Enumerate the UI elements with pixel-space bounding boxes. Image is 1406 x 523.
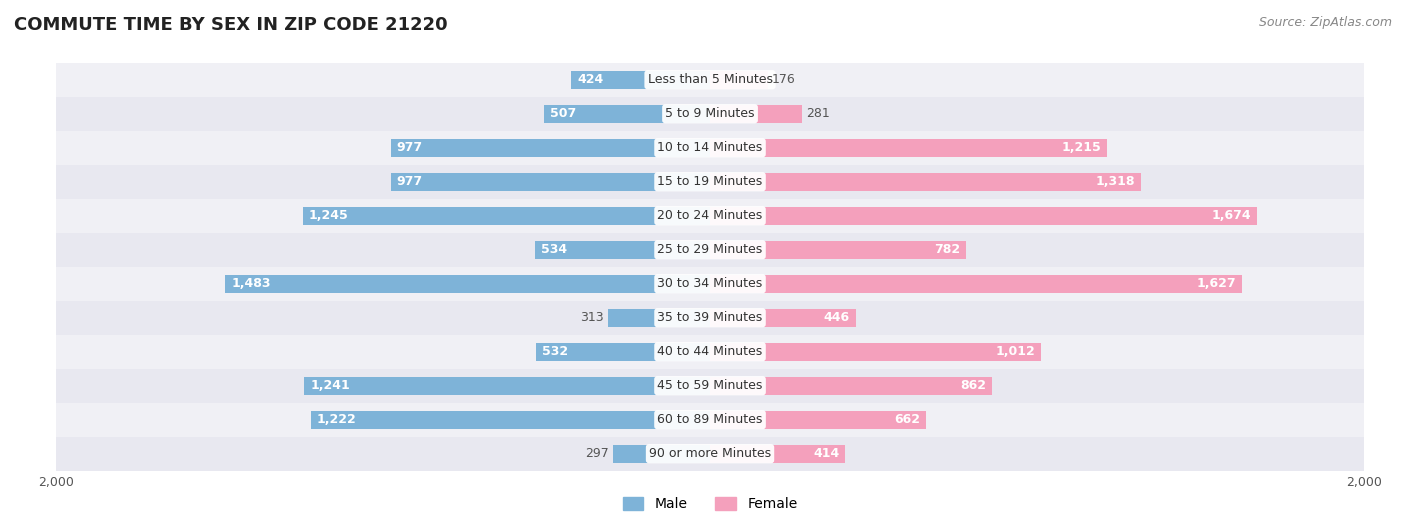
Text: 1,674: 1,674 — [1212, 209, 1251, 222]
Text: 25 to 29 Minutes: 25 to 29 Minutes — [658, 243, 762, 256]
Text: 297: 297 — [585, 447, 609, 460]
Bar — [56, 369, 1364, 403]
Text: 977: 977 — [396, 175, 423, 188]
Legend: Male, Female: Male, Female — [617, 491, 803, 517]
Text: 1,222: 1,222 — [316, 413, 356, 426]
Bar — [56, 199, 1364, 233]
Bar — [304, 377, 710, 394]
Text: 1,215: 1,215 — [1062, 141, 1101, 154]
Bar — [56, 233, 1364, 267]
Bar — [536, 343, 710, 360]
Bar — [710, 173, 1140, 190]
Bar — [225, 275, 710, 292]
Bar — [56, 335, 1364, 369]
Bar — [56, 437, 1364, 471]
Bar — [710, 71, 768, 88]
Bar — [56, 267, 1364, 301]
Text: 977: 977 — [396, 141, 423, 154]
Text: 20 to 24 Minutes: 20 to 24 Minutes — [658, 209, 762, 222]
Text: 40 to 44 Minutes: 40 to 44 Minutes — [658, 345, 762, 358]
Text: 15 to 19 Minutes: 15 to 19 Minutes — [658, 175, 762, 188]
Text: 1,012: 1,012 — [995, 345, 1035, 358]
Text: Less than 5 Minutes: Less than 5 Minutes — [648, 73, 772, 86]
Text: 45 to 59 Minutes: 45 to 59 Minutes — [658, 379, 762, 392]
Bar — [571, 71, 710, 88]
Text: 507: 507 — [550, 107, 576, 120]
Text: COMMUTE TIME BY SEX IN ZIP CODE 21220: COMMUTE TIME BY SEX IN ZIP CODE 21220 — [14, 16, 447, 33]
Bar — [613, 445, 710, 462]
Text: 35 to 39 Minutes: 35 to 39 Minutes — [658, 311, 762, 324]
Bar — [710, 139, 1107, 156]
Text: 532: 532 — [541, 345, 568, 358]
Text: 862: 862 — [960, 379, 986, 392]
Bar — [391, 139, 710, 156]
Text: 1,245: 1,245 — [309, 209, 349, 222]
Text: 1,627: 1,627 — [1197, 277, 1236, 290]
Bar — [544, 105, 710, 122]
Bar — [710, 275, 1241, 292]
Text: 662: 662 — [894, 413, 921, 426]
Text: 534: 534 — [541, 243, 568, 256]
Bar — [710, 377, 991, 394]
Bar — [56, 403, 1364, 437]
Bar — [391, 173, 710, 190]
Bar — [536, 241, 710, 258]
Bar — [710, 309, 856, 326]
Text: 313: 313 — [581, 311, 603, 324]
Text: 1,483: 1,483 — [231, 277, 270, 290]
Text: 424: 424 — [578, 73, 603, 86]
Bar — [710, 207, 1257, 224]
Text: 414: 414 — [813, 447, 839, 460]
Bar — [607, 309, 710, 326]
Bar — [311, 411, 710, 428]
Text: Source: ZipAtlas.com: Source: ZipAtlas.com — [1258, 16, 1392, 29]
Text: 30 to 34 Minutes: 30 to 34 Minutes — [658, 277, 762, 290]
Bar — [710, 343, 1040, 360]
Bar — [56, 63, 1364, 97]
Text: 176: 176 — [772, 73, 796, 86]
Bar — [710, 105, 801, 122]
Text: 782: 782 — [934, 243, 960, 256]
Bar — [710, 411, 927, 428]
Text: 60 to 89 Minutes: 60 to 89 Minutes — [658, 413, 762, 426]
Text: 10 to 14 Minutes: 10 to 14 Minutes — [658, 141, 762, 154]
Bar — [56, 97, 1364, 131]
Text: 90 or more Minutes: 90 or more Minutes — [650, 447, 770, 460]
Text: 5 to 9 Minutes: 5 to 9 Minutes — [665, 107, 755, 120]
Bar — [56, 301, 1364, 335]
Bar — [56, 131, 1364, 165]
Bar — [56, 165, 1364, 199]
Bar — [304, 207, 710, 224]
Bar — [710, 241, 966, 258]
Text: 281: 281 — [806, 107, 830, 120]
Bar — [710, 445, 845, 462]
Text: 1,241: 1,241 — [311, 379, 350, 392]
Text: 446: 446 — [824, 311, 851, 324]
Text: 1,318: 1,318 — [1095, 175, 1135, 188]
